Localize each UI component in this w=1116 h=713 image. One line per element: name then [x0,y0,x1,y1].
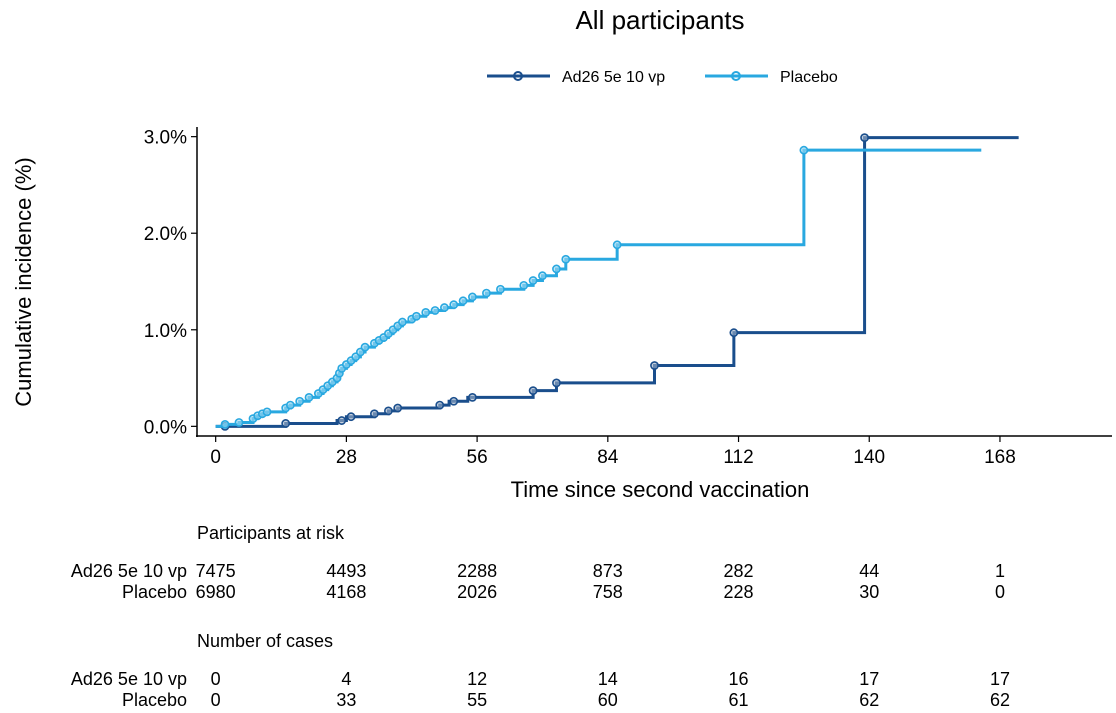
risk-table-cell: 873 [593,561,623,581]
data-point-ad26 [346,412,356,422]
x-tick-label: 168 [984,447,1016,468]
risk-table-cell: 2026 [457,582,497,602]
data-point-ad26 [369,409,379,419]
data-point-placebo [304,392,314,402]
legend-marker-placebo [731,71,741,81]
cases-table-cell: 4 [341,669,351,689]
risk-table-cell: 228 [724,582,754,602]
chart-title: All participants [575,5,744,35]
data-point-placebo [285,400,295,410]
data-point-placebo [421,307,431,317]
cases-table-cell: 61 [729,690,749,710]
data-point-placebo [538,271,547,281]
risk-table-cell: 0 [995,582,1005,602]
risk-table-cell: 758 [593,582,623,602]
cases-table-cell: 60 [598,690,618,710]
data-point-placebo [612,240,622,250]
axes: 0.0% 1.0% 2.0% 3.0% 0 28 56 84 112 140 168 [144,127,1112,468]
risk-table-cell: 44 [859,561,879,581]
risk-table-cell: 4168 [326,582,366,602]
cases-table-title: Number of cases [197,631,333,651]
data-point-placebo [528,276,538,285]
risk-table-cell: 7475 [196,561,236,581]
data-point-placebo [519,280,529,290]
data-point-ad26 [729,328,739,338]
data-point-placebo [482,288,491,298]
data-point-placebo [262,407,272,417]
cases-table-row-label: Ad26 5e 10 vp [71,669,187,689]
risk-table-cell: 4493 [326,561,366,581]
y-tick-label: 3.0% [144,128,187,149]
risk-table-cell: 6980 [196,582,236,602]
legend-label-ad26: Ad26 5e 10 vp [562,69,665,86]
cases-table-cell: 62 [990,690,1010,710]
data-point-placebo [552,264,561,274]
data-point-ad26 [435,400,445,410]
data-point-ad26 [468,392,477,402]
data-point-placebo [295,396,305,406]
cases-table-cell: 62 [859,690,879,710]
data-point-placebo [360,342,370,352]
cases-table-row-label: Placebo [122,690,187,710]
data-point-placebo [398,317,407,327]
risk-table-cell: 1 [995,561,1005,581]
data-point-placebo [234,418,244,427]
data-point-ad26 [393,403,403,413]
cases-table-cell: 17 [990,669,1010,689]
risk-table-row-label: Placebo [122,582,187,602]
data-point-ad26 [449,396,459,406]
data-point-placebo [496,284,505,294]
cases-table-cell: 33 [336,690,356,710]
legend: Ad26 5e 10 vp Placebo [487,69,838,86]
cases-table-cell: 12 [467,669,487,689]
cases-table-cell: 17 [859,669,879,689]
cases-table-cell: 14 [598,669,618,689]
data-point-placebo [412,311,421,321]
data-point-ad26 [281,419,291,428]
data-point-placebo [220,420,230,429]
data-point-ad26 [552,378,561,388]
data-point-placebo [561,254,571,264]
y-tick-label: 1.0% [144,321,187,342]
data-point-ad26 [384,406,393,416]
legend-marker-ad26 [513,71,523,81]
data-point-ad26 [337,416,347,425]
cases-table-cell: 0 [211,690,221,710]
cases-table-cell: 16 [729,669,749,689]
y-axis-label: Cumulative incidence (%) [11,157,36,406]
tables-layer: Ad26 5e 10 vp 7475 4493 2288 873 282 44 1 Placeb… [71,561,1010,710]
data-point-ad26 [860,133,869,143]
cases-table-cell: 55 [467,690,487,710]
data-point-placebo [468,292,477,302]
y-tick-label: 2.0% [144,224,187,245]
cases-table-cell: 0 [211,669,221,689]
risk-table-cell: 30 [859,582,879,602]
data-point-placebo [458,296,468,306]
data-point-ad26 [528,386,538,396]
data-point-placebo [430,306,440,315]
data-point-placebo [440,303,449,312]
x-tick-label: 112 [723,447,753,468]
y-tick-label: 0.0% [144,417,187,438]
risk-table-cell: 2288 [457,561,497,581]
series-layer [215,133,1019,431]
data-point-placebo [449,300,459,310]
data-point-ad26 [650,361,659,370]
data-point-placebo [799,145,809,155]
risk-table-cell: 282 [724,561,754,581]
risk-table-title: Participants at risk [197,523,345,543]
x-tick-label: 84 [597,447,619,468]
x-tick-label: 140 [853,447,885,468]
legend-label-placebo: Placebo [780,69,838,86]
x-tick-label: 56 [467,447,488,468]
x-tick-label: 28 [336,447,357,468]
x-tick-label: 0 [210,447,221,468]
x-axis-label: Time since second vaccination [511,477,810,502]
risk-table-row-label: Ad26 5e 10 vp [71,561,187,581]
